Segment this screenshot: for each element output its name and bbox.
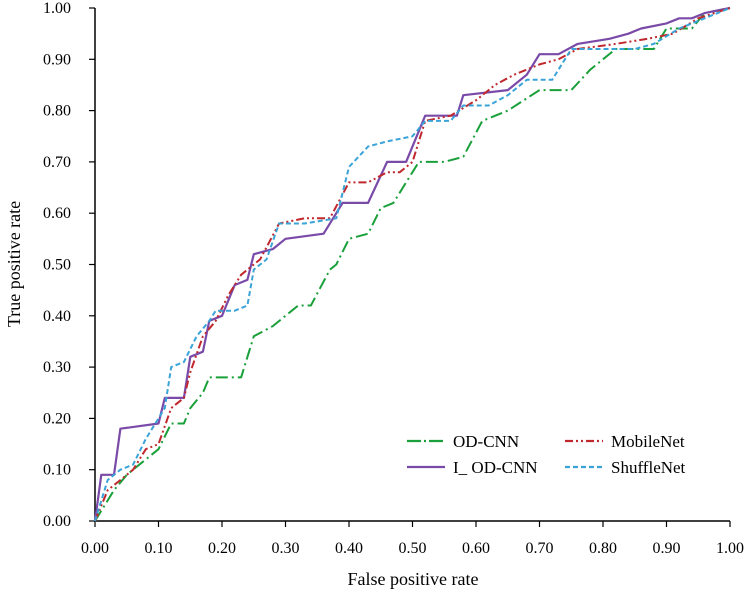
x-tick-label: 0.10 (145, 540, 173, 557)
legend-label: OD-CNN (453, 432, 519, 451)
legend-label: MobileNet (611, 432, 685, 451)
x-tick-label: 0.20 (208, 540, 236, 557)
y-axis-ticks: 0.00 0.10 0.20 0.30 0.40 0.50 0.60 0.70 0.80 0.90… (43, 0, 95, 530)
x-tick-label: 0.60 (462, 540, 490, 557)
y-tick-label: 0.80 (43, 103, 71, 120)
y-tick-label: 0.30 (43, 359, 71, 376)
x-tick-label: 0.90 (653, 540, 681, 557)
y-tick-label: 0.10 (43, 462, 71, 479)
series-layer (93, 6, 731, 522)
series-line-od-cnn (94, 7, 731, 522)
series-line-shufflenet (94, 7, 731, 522)
y-tick-label: 0.70 (43, 154, 71, 171)
x-tick-label: 0.50 (399, 540, 427, 557)
legend-label: ShuffleNet (611, 458, 686, 477)
y-tick-label: 0.20 (43, 410, 71, 427)
x-tick-label: 0.70 (526, 540, 554, 557)
y-tick-label: 0.40 (43, 308, 71, 325)
x-tick-label: 1.00 (716, 540, 744, 557)
y-tick-label: 0.00 (43, 513, 71, 530)
y-tick-label: 0.90 (43, 51, 71, 68)
y-tick-label: 0.60 (43, 205, 71, 222)
x-tick-label: 0.30 (272, 540, 300, 557)
y-tick-label: 0.50 (43, 257, 71, 274)
x-tick-label: 0.40 (335, 540, 363, 557)
legend-label: I_ OD-CNN (453, 458, 538, 477)
series-line-mobilenet (94, 7, 731, 522)
y-tick-label: 1.00 (43, 0, 71, 17)
x-tick-label: 0.00 (81, 540, 109, 557)
x-tick-label: 0.80 (589, 540, 617, 557)
x-axis-title: False positive rate (348, 569, 479, 589)
x-axis-ticks: 0.00 0.10 0.20 0.30 0.40 0.50 0.60 0.70 0.80 0.90… (81, 521, 744, 557)
legend: OD-CNN I_ OD-CNN MobileNet ShuffleNet (407, 432, 686, 477)
y-axis-title: True positive rate (4, 201, 24, 327)
